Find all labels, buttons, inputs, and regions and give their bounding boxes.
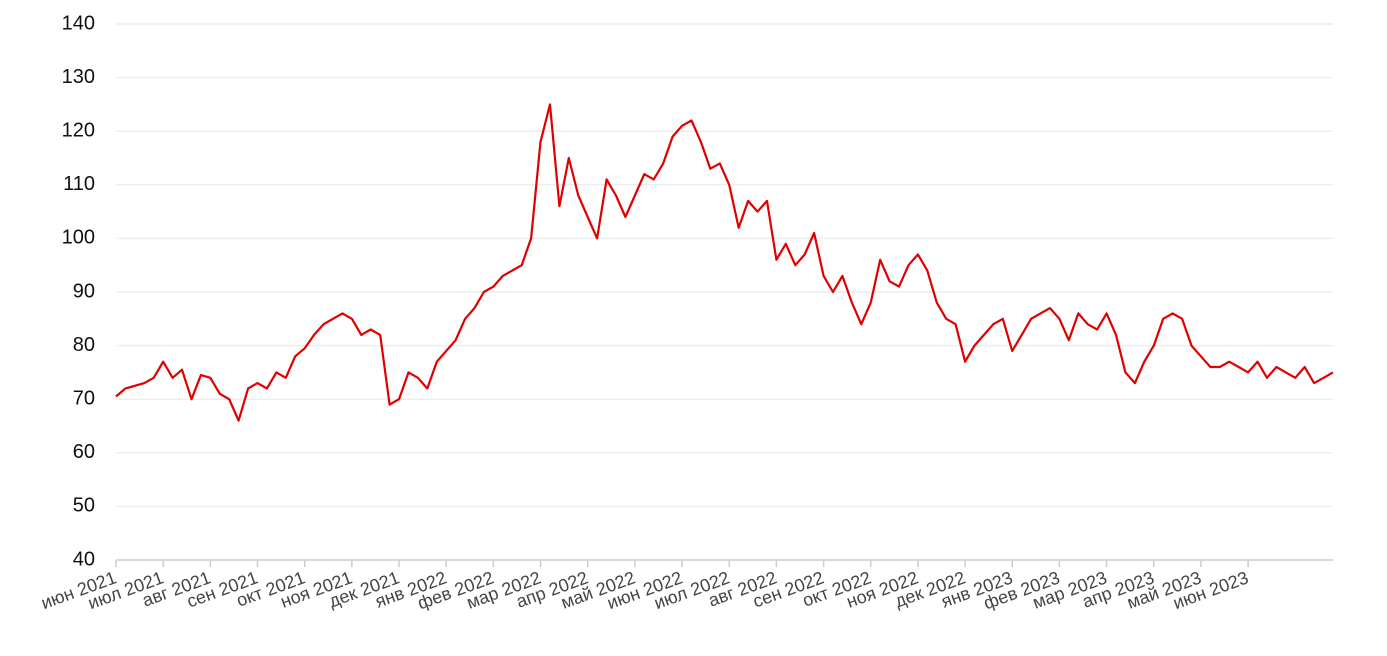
y-tick-label: 130 [62,66,95,88]
y-tick-label: 60 [73,441,95,463]
y-tick-label: 70 [73,387,95,409]
y-tick-label: 40 [73,548,95,570]
y-tick-label: 80 [73,334,95,356]
series-line [115,103,1334,422]
y-tick-label: 90 [73,280,95,302]
y-tick-label: 100 [62,227,95,249]
y-tick-label: 50 [73,495,95,517]
y-tick-label: 120 [62,119,95,141]
y-tick-label: 140 [62,12,95,34]
y-tick-label: 110 [63,173,95,195]
